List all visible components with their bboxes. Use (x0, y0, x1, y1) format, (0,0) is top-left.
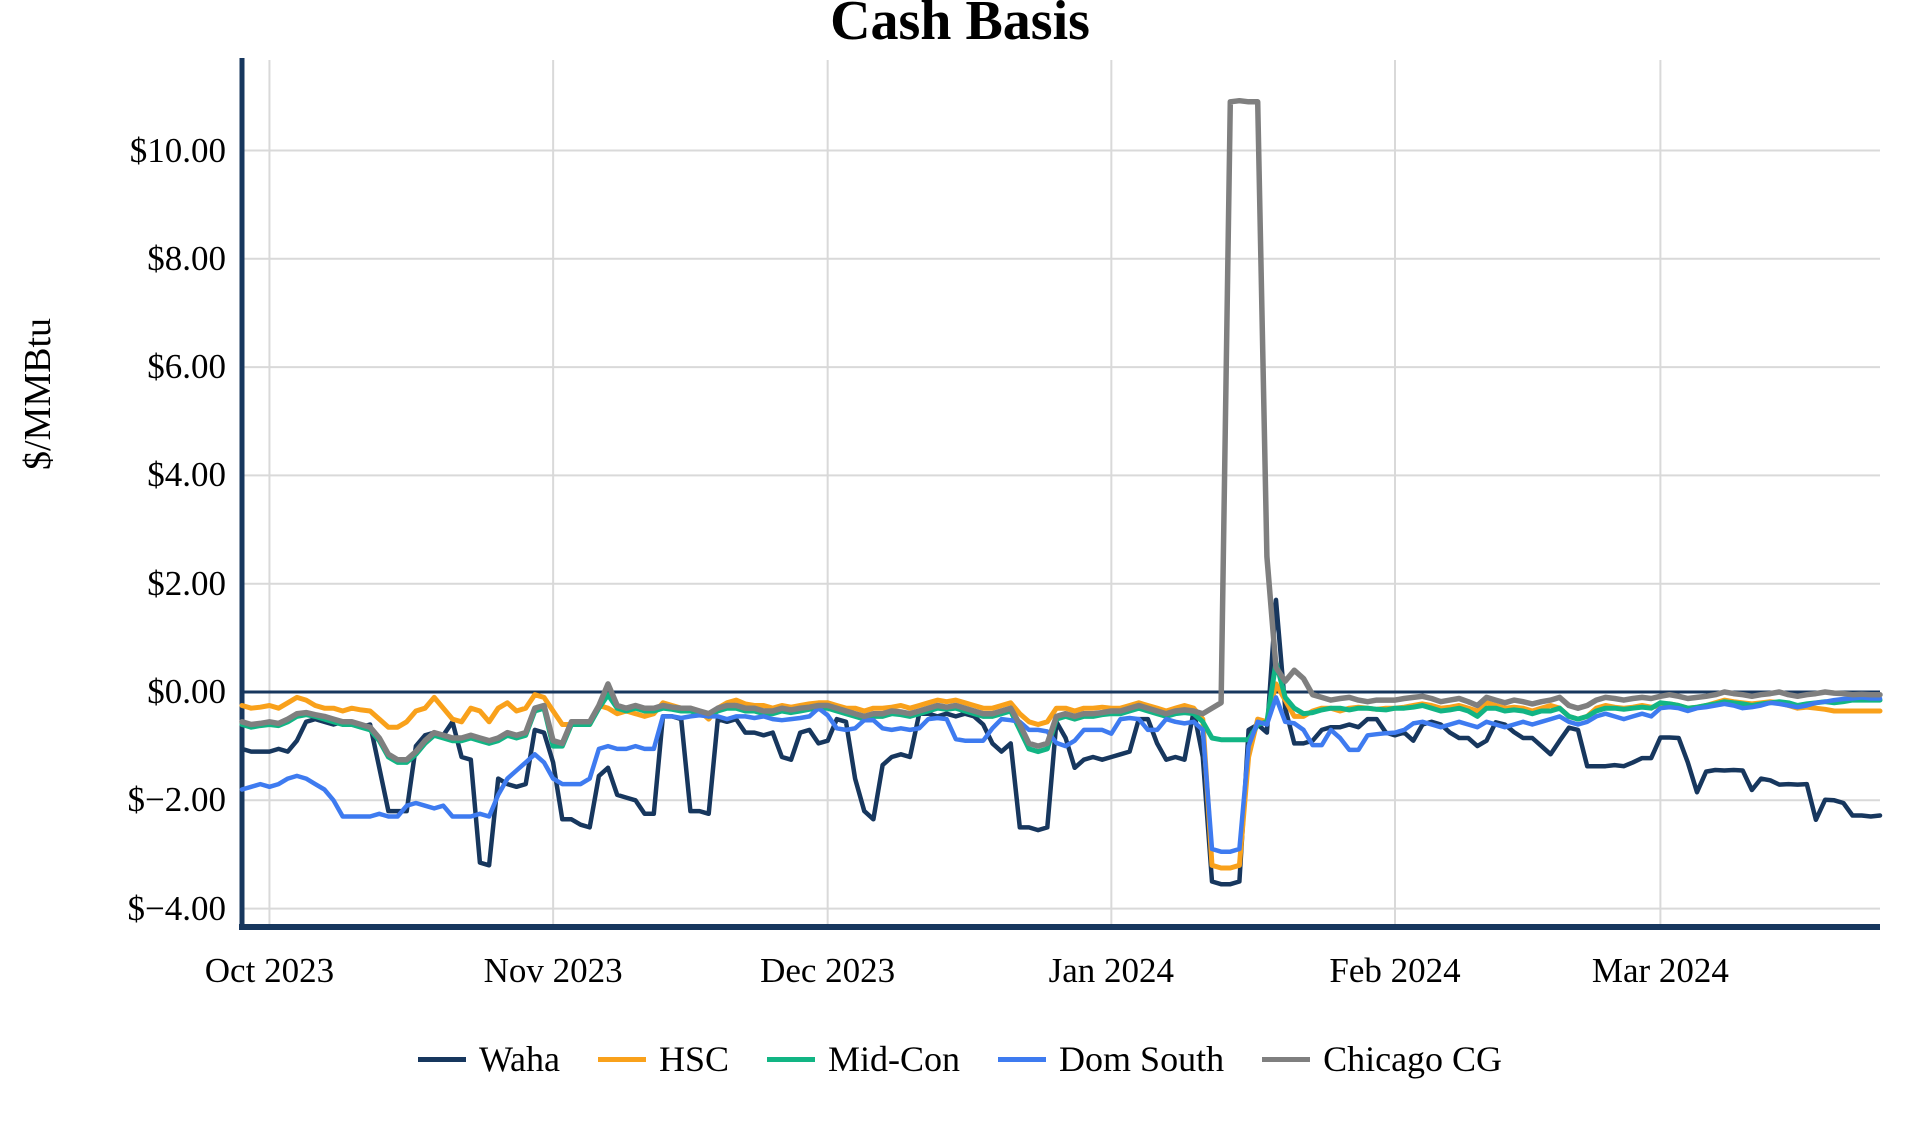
series-line-hsc (239, 681, 1883, 871)
y-tick-label: $6.00 (147, 347, 226, 387)
legend-label: HSC (659, 1039, 730, 1079)
x-tick-label: Dec 2023 (760, 951, 896, 990)
y-tick-label: $2.00 (147, 563, 226, 603)
chart-title: Cash Basis (830, 0, 1090, 52)
x-tick-label: Oct 2023 (204, 951, 335, 990)
legend-label: Chicago CG (1323, 1039, 1503, 1079)
legend-label: Mid-Con (828, 1039, 961, 1079)
y-tick-label: $4.00 (147, 455, 226, 495)
legend-item-hsc: HSC (598, 1038, 729, 1080)
y-tick-label: $8.00 (147, 238, 226, 278)
series-line-dom-south (239, 695, 1883, 854)
series-line-waha (239, 597, 1883, 887)
legend-label: Dom South (1059, 1039, 1225, 1079)
legend-label: Waha (478, 1039, 560, 1079)
y-tick-label: $−2.00 (127, 780, 227, 820)
y-tick-label: $10.00 (129, 130, 226, 170)
y-tick-label: $−4.00 (127, 888, 227, 928)
y-tick-label: $0.00 (147, 672, 226, 711)
series-line-chicago-cg (239, 97, 1883, 763)
x-tick-label: Feb 2024 (1329, 951, 1461, 990)
legend-item-waha: Waha (417, 1038, 560, 1080)
x-tick-label: Mar 2024 (1591, 951, 1729, 990)
legend-swatch-icon (598, 1056, 646, 1062)
legend-item-mid-con: Mid-Con (767, 1038, 960, 1080)
x-tick-label: Jan 2024 (1048, 951, 1175, 990)
legend-swatch-icon (767, 1056, 816, 1062)
x-tick-label: Nov 2023 (483, 951, 623, 990)
legend-swatch-icon (998, 1056, 1047, 1062)
legend-item-dom-south: Dom South (998, 1038, 1224, 1080)
legend-swatch-icon (417, 1056, 466, 1062)
legend: Waha HSC Mid-Con Dom South Chicago CG (0, 1038, 1920, 1080)
legend-swatch-icon (1262, 1056, 1311, 1062)
legend-item-chicago-cg: Chicago CG (1262, 1038, 1502, 1080)
